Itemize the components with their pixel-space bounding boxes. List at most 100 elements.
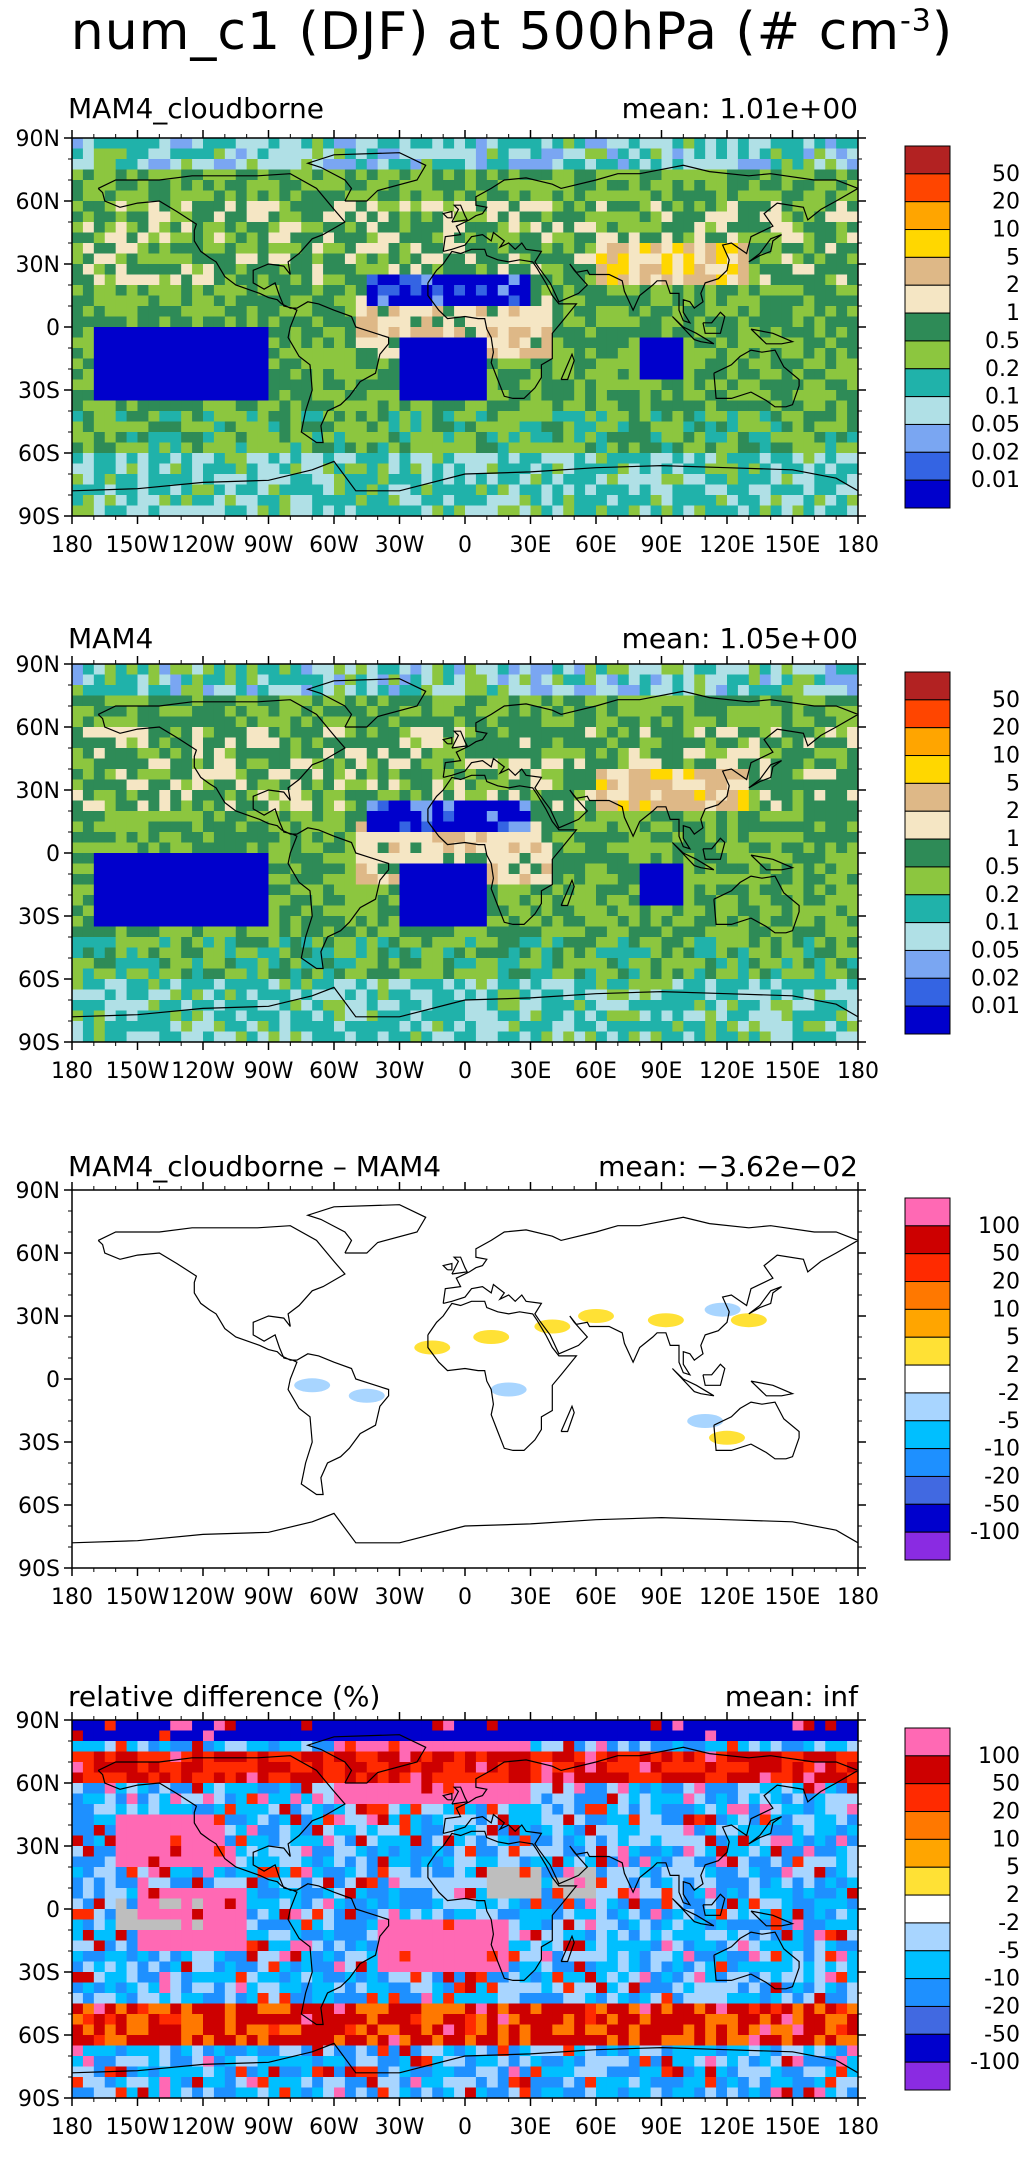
field-cell [465,243,477,255]
field-cell [530,358,543,370]
field-cell [366,832,379,844]
field-cell [192,495,204,507]
field-cell [814,432,826,444]
field-cell [104,716,117,728]
field-cell [334,358,346,370]
field-cell [301,253,313,265]
field-cell [181,685,193,697]
field-cell [475,379,488,391]
field-cell [72,379,84,391]
field-cell [126,400,139,412]
field-cell [475,926,488,938]
field-cell [748,348,761,360]
field-cell [683,853,695,865]
field-cell [126,379,139,391]
field-cell [825,442,837,454]
field-cell [137,979,150,991]
field-cell [192,727,204,739]
field-cell [246,348,259,360]
field-cell [312,348,324,360]
field-cell [672,201,684,213]
field-cell [672,432,684,444]
field-cell [203,926,215,938]
field-cell [170,884,182,896]
field-cell [224,505,237,516]
field-cell [268,821,281,833]
field-cell [803,811,815,823]
field-cell [727,779,739,791]
field-cell [192,274,204,286]
field-cell [93,138,106,150]
field-cell [137,832,150,844]
field-cell [661,148,674,160]
field-cell [606,884,619,896]
field-layer [72,138,858,516]
field-cell [486,369,499,381]
field-cell [279,821,291,833]
field-cell [825,853,837,865]
field-cell [825,884,837,896]
field-cell [432,484,444,496]
field-cell [203,274,215,286]
field-cell [486,895,499,907]
field-cell [323,664,335,676]
field-cell [552,716,564,728]
field-cell [716,390,728,402]
field-cell [552,748,564,760]
field-cell [759,369,772,381]
field-cell [814,169,826,181]
field-cell [661,674,674,686]
field-cell [72,348,84,360]
field-cell [628,832,641,844]
field-cell [312,243,324,255]
field-cell [563,685,575,697]
field-cell [148,958,160,970]
field-cell [639,138,652,150]
field-cell [203,379,215,391]
field-cell [377,358,390,370]
field-cell [792,842,805,854]
field-cell [257,916,270,928]
field-cell [399,358,412,370]
field-cell [115,285,128,297]
field-cell [432,274,444,286]
field-cell [170,769,182,781]
colorbar-box [904,145,951,175]
field-cell [672,769,684,781]
colorbar-label: 0.5 [985,329,1020,354]
field-cell [563,201,575,213]
field-cell [355,243,368,255]
field-cell [617,716,630,728]
field-cell [574,737,586,749]
field-cell [192,758,204,770]
field-cell [235,400,248,412]
field-cell [312,169,324,181]
field-cell [727,863,739,875]
field-cell [312,800,324,812]
field-cell [530,474,543,486]
field-cell [410,264,422,276]
field-cell [803,905,815,917]
field-cell [421,748,433,760]
field-cell [213,706,226,718]
field-cell [574,484,586,496]
field-cell [705,369,717,381]
field-cell [334,253,346,265]
field-cell [148,758,160,770]
field-cell [508,190,521,202]
field-cell [672,821,684,833]
field-cell [203,884,215,896]
field-cell [639,695,652,707]
field-cell [170,832,182,844]
field-cell [126,842,139,854]
field-cell [257,505,270,516]
field-cell [847,863,858,875]
field-cell [574,358,586,370]
field-cell [257,201,270,213]
field-cell [694,484,706,496]
field-cell [377,505,390,516]
field-cell [825,716,837,728]
field-cell [683,369,695,381]
field-cell [388,148,401,160]
field-cell [574,159,586,171]
